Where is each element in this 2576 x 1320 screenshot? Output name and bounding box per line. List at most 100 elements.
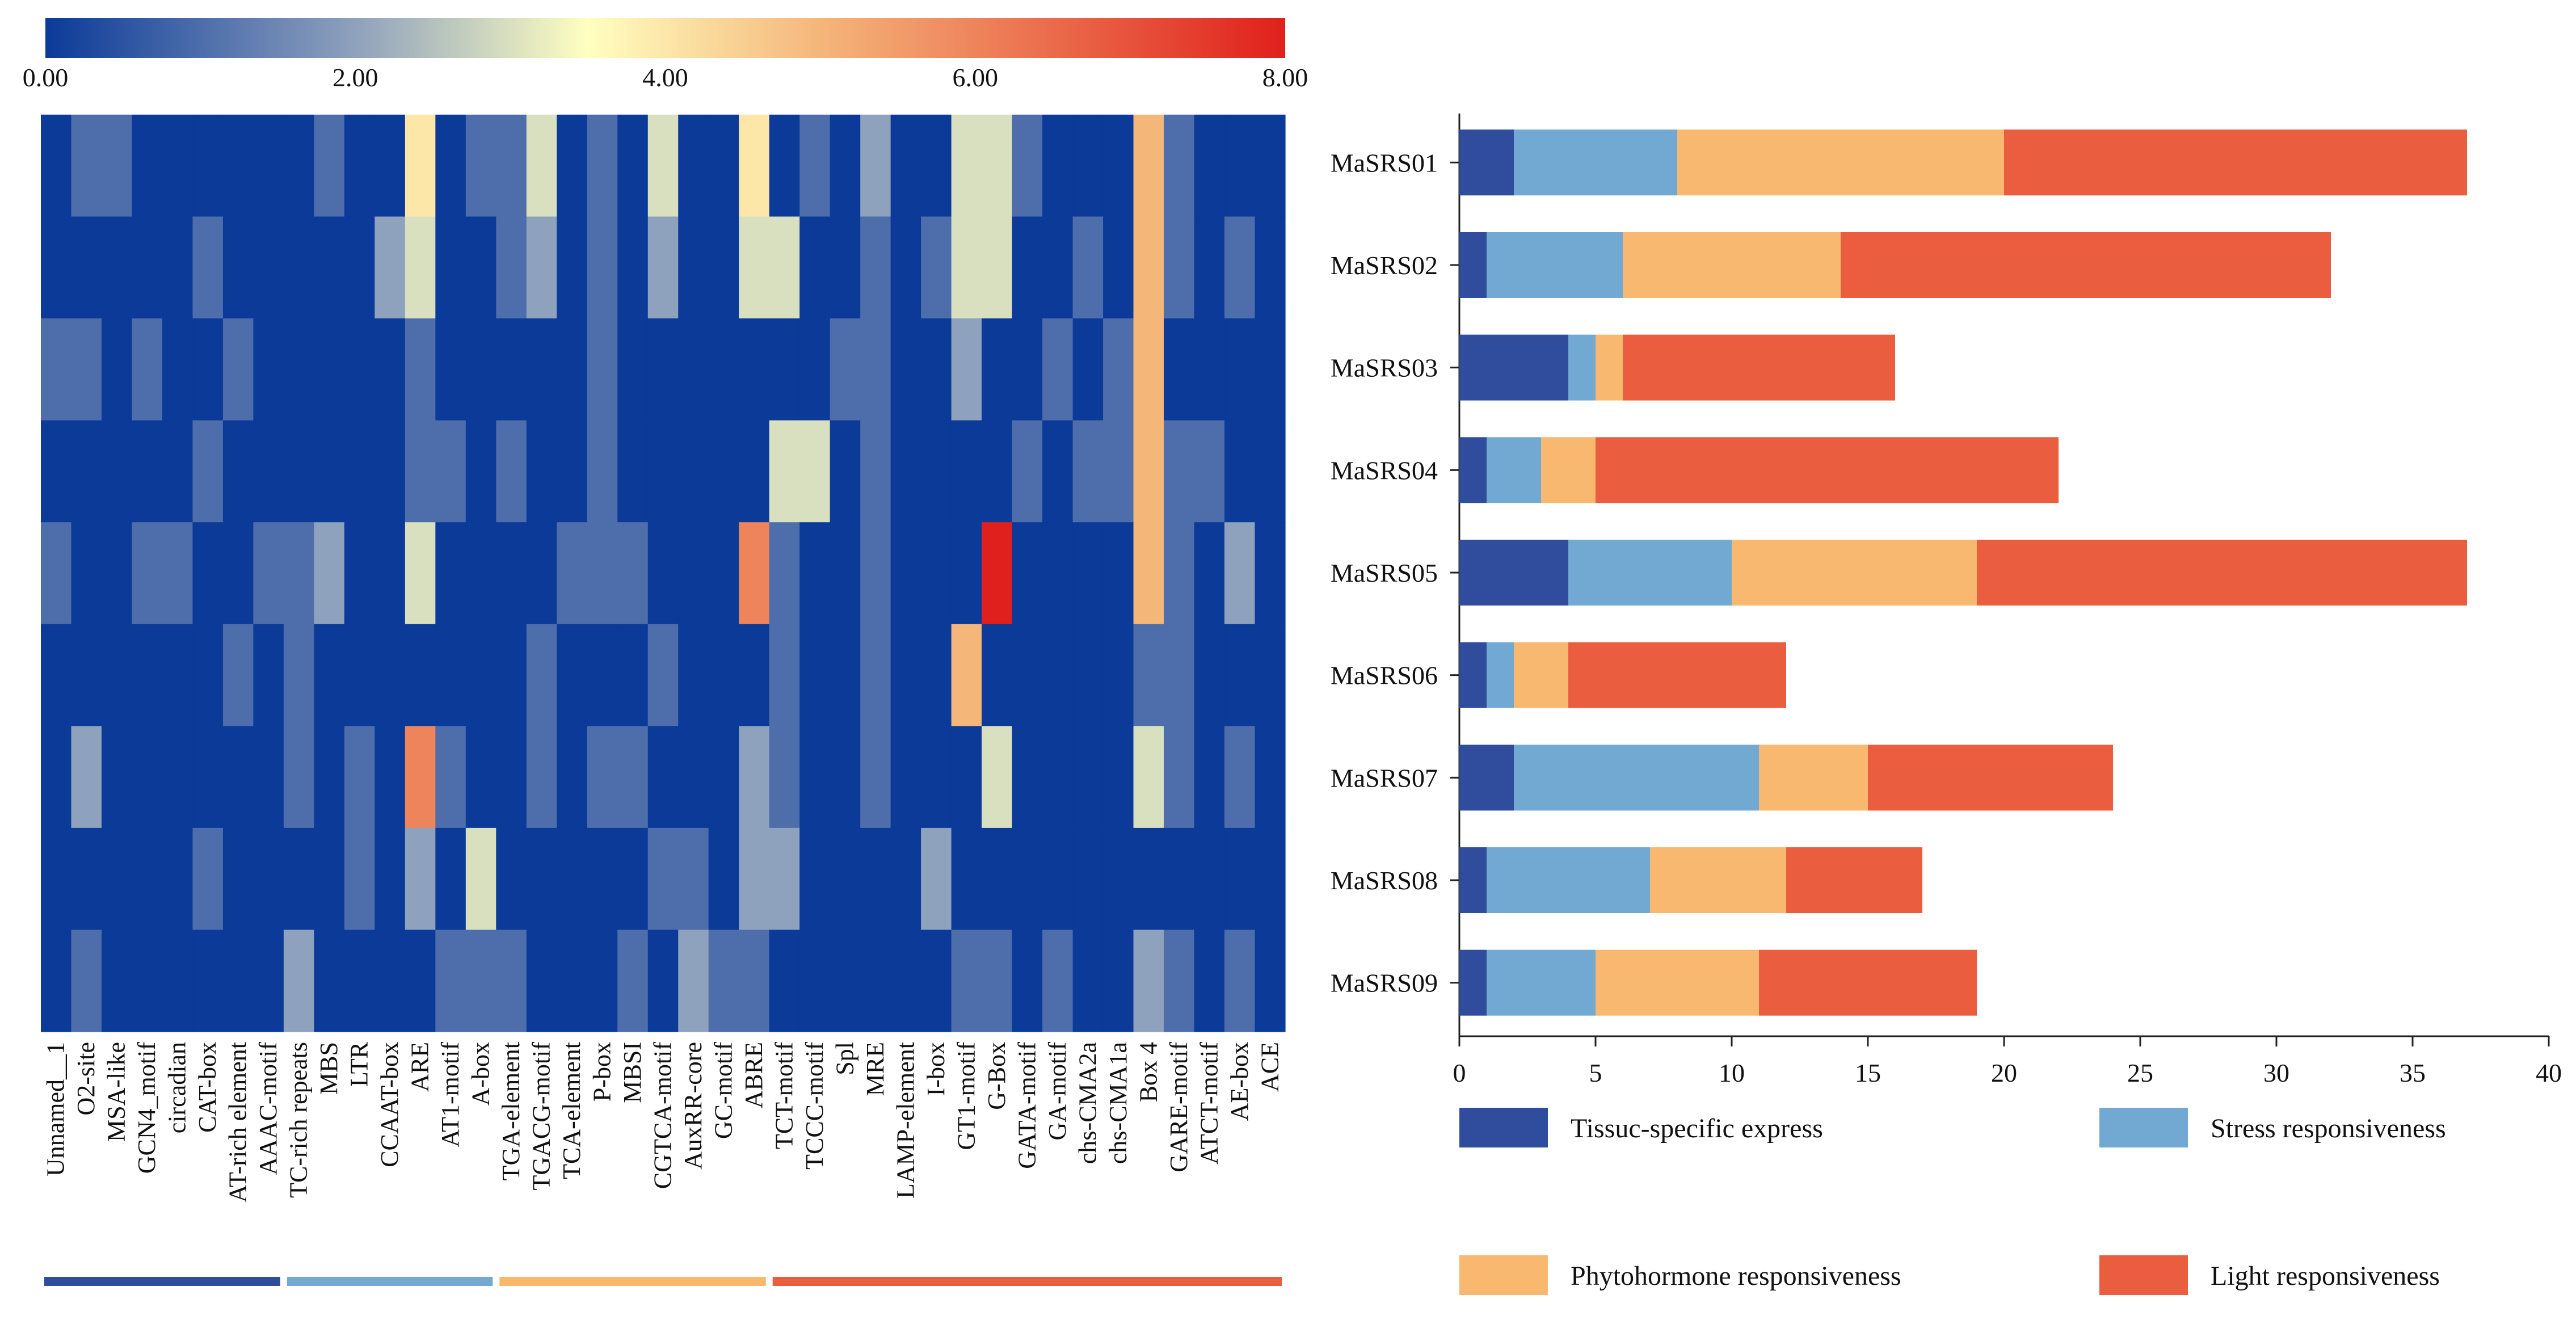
heatmap-column-label: GC-motif bbox=[709, 1042, 737, 1139]
heatmap-column-label: AuxRR-core bbox=[679, 1042, 707, 1170]
heatmap-cell bbox=[1133, 522, 1164, 625]
heatmap-cell bbox=[283, 726, 314, 829]
y-tick-label: MaSRS03 bbox=[1331, 354, 1438, 382]
heatmap-cell bbox=[1194, 216, 1225, 319]
heatmap-cell bbox=[1133, 216, 1164, 319]
heatmap-cell bbox=[374, 522, 406, 625]
heatmap-cell bbox=[678, 318, 709, 421]
bar-segment bbox=[1759, 745, 1868, 811]
heatmap-cell bbox=[890, 827, 921, 931]
heatmap-cell bbox=[253, 624, 284, 726]
heatmap-column-label: Unnamed__1 bbox=[42, 1042, 70, 1176]
heatmap-cell bbox=[314, 115, 345, 217]
heatmap-cell bbox=[71, 624, 102, 726]
heatmap-cell bbox=[708, 522, 739, 625]
heatmap-column-label: GATA-motif bbox=[1013, 1042, 1041, 1169]
heatmap-cell bbox=[192, 522, 224, 625]
heatmap-cell bbox=[71, 216, 102, 319]
heatmap-cell bbox=[1255, 624, 1286, 726]
heatmap-cell bbox=[374, 827, 406, 931]
heatmap-cell bbox=[526, 726, 557, 829]
heatmap-cell bbox=[405, 624, 436, 726]
heatmap-column-label: GT1-motif bbox=[952, 1042, 980, 1150]
heatmap-cell bbox=[71, 930, 102, 1032]
heatmap-cell bbox=[951, 318, 982, 421]
heatmap-cell bbox=[101, 318, 133, 421]
heatmap-cell bbox=[344, 827, 375, 931]
heatmap-column-label: CAT-box bbox=[193, 1042, 221, 1133]
heatmap-cell bbox=[283, 624, 314, 726]
heatmap-cell bbox=[374, 726, 406, 829]
heatmap-cell bbox=[678, 420, 709, 523]
heatmap-cell bbox=[951, 624, 982, 726]
x-tick-label: 20 bbox=[1991, 1058, 2017, 1087]
heatmap-cell bbox=[617, 624, 649, 726]
bar-segment bbox=[1596, 949, 1759, 1016]
heatmap-cell bbox=[860, 522, 891, 625]
motif-group-bar bbox=[287, 1277, 493, 1286]
heatmap-cell bbox=[526, 318, 557, 421]
heatmap-cell bbox=[192, 318, 224, 421]
heatmap-cell bbox=[465, 827, 496, 931]
legend-swatch bbox=[1459, 1255, 1548, 1295]
heatmap-cell bbox=[678, 522, 709, 625]
heatmap-cell bbox=[101, 420, 133, 523]
heatmap-column-label: AT-rich element bbox=[224, 1042, 252, 1203]
heatmap-cell bbox=[344, 624, 375, 726]
heatmap-column-labels: Unnamed__1 O2-site MSA-like GCN4_motif circa… bbox=[42, 1041, 1284, 1203]
heatmap-cell bbox=[739, 522, 770, 625]
heatmap-cell bbox=[1194, 624, 1225, 726]
heatmap-cell bbox=[982, 216, 1013, 319]
heatmap-cell bbox=[222, 624, 254, 726]
heatmap-cell bbox=[41, 522, 72, 625]
bar-segment bbox=[1459, 949, 1487, 1016]
heatmap-cell bbox=[222, 726, 254, 829]
heatmap-cell bbox=[253, 522, 284, 625]
heatmap-cell bbox=[1224, 930, 1256, 1032]
heatmap-cell bbox=[1164, 827, 1195, 931]
heatmap bbox=[41, 115, 1286, 1032]
heatmap-cell bbox=[557, 420, 588, 523]
heatmap-cell bbox=[860, 420, 891, 523]
heatmap-cell bbox=[465, 318, 496, 421]
heatmap-cell bbox=[435, 522, 466, 625]
heatmap-cell bbox=[860, 216, 891, 319]
bar-segment bbox=[1541, 437, 1596, 503]
heatmap-cell bbox=[41, 624, 72, 726]
heatmap-cell bbox=[1103, 522, 1134, 625]
heatmap-cell bbox=[526, 930, 557, 1032]
y-tick-label: MaSRS04 bbox=[1331, 456, 1438, 485]
heatmap-cell bbox=[1164, 726, 1195, 829]
heatmap-cell bbox=[708, 318, 739, 421]
heatmap-cell bbox=[496, 216, 527, 319]
heatmap-cell bbox=[222, 115, 254, 217]
heatmap-cell bbox=[253, 827, 284, 931]
heatmap-cell bbox=[708, 930, 739, 1032]
heatmap-cell bbox=[1164, 522, 1195, 625]
heatmap-cell bbox=[769, 318, 800, 421]
heatmap-cell bbox=[769, 522, 800, 625]
heatmap-column-label: AE-box bbox=[1226, 1042, 1253, 1121]
heatmap-cell bbox=[830, 115, 861, 217]
heatmap-cell bbox=[41, 420, 72, 523]
heatmap-cell bbox=[1164, 930, 1195, 1032]
heatmap-cell bbox=[647, 624, 679, 726]
heatmap-cell bbox=[1042, 522, 1074, 625]
legend-label: Stress responsiveness bbox=[2211, 1113, 2446, 1144]
heatmap-cell bbox=[587, 827, 618, 931]
heatmap-cell bbox=[1072, 624, 1104, 726]
heatmap-cell bbox=[890, 420, 921, 523]
heatmap-cell bbox=[344, 522, 375, 625]
heatmap-cell bbox=[647, 827, 679, 931]
heatmap-cell bbox=[132, 318, 163, 421]
bar-segment bbox=[1459, 642, 1487, 708]
heatmap-cell bbox=[708, 624, 739, 726]
heatmap-cell bbox=[799, 420, 831, 523]
bar-segment bbox=[1868, 745, 2113, 811]
heatmap-cell bbox=[708, 115, 739, 217]
heatmap-cell bbox=[435, 216, 466, 319]
heatmap-cell bbox=[283, 115, 314, 217]
heatmap-cell bbox=[71, 726, 102, 829]
heatmap-cell bbox=[799, 726, 831, 829]
heatmap-column-label: GARE-motif bbox=[1165, 1042, 1193, 1172]
